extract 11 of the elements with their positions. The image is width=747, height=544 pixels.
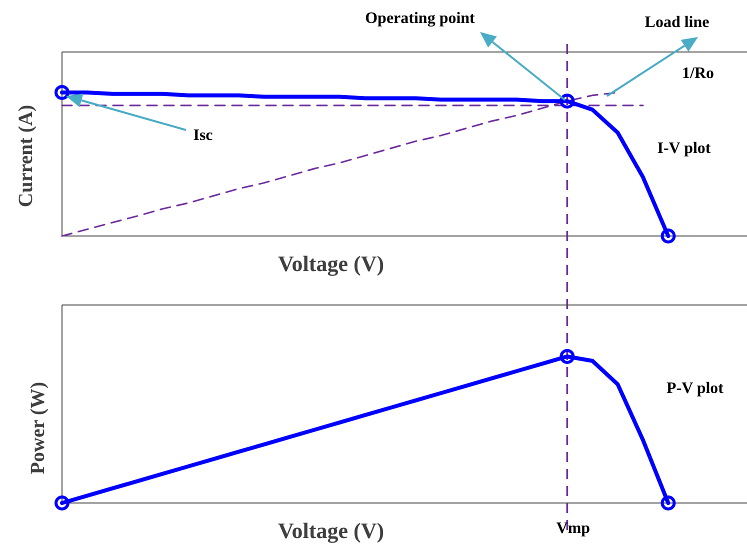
annotation: P-V plot xyxy=(666,380,724,397)
annotation: I-V plot xyxy=(657,140,712,157)
x-axis-title: Voltage (V) xyxy=(278,518,384,543)
text: Vmp xyxy=(556,520,590,537)
text: Load line xyxy=(644,14,710,31)
x-axis-title: Voltage (V) xyxy=(278,251,384,276)
y-axis-title: Power (W) xyxy=(27,382,49,474)
text: Operating point xyxy=(365,10,476,27)
y-axis-title: Current (A) xyxy=(15,104,37,208)
text: 1/Ro xyxy=(682,65,714,82)
annotation: Isc xyxy=(193,127,213,144)
